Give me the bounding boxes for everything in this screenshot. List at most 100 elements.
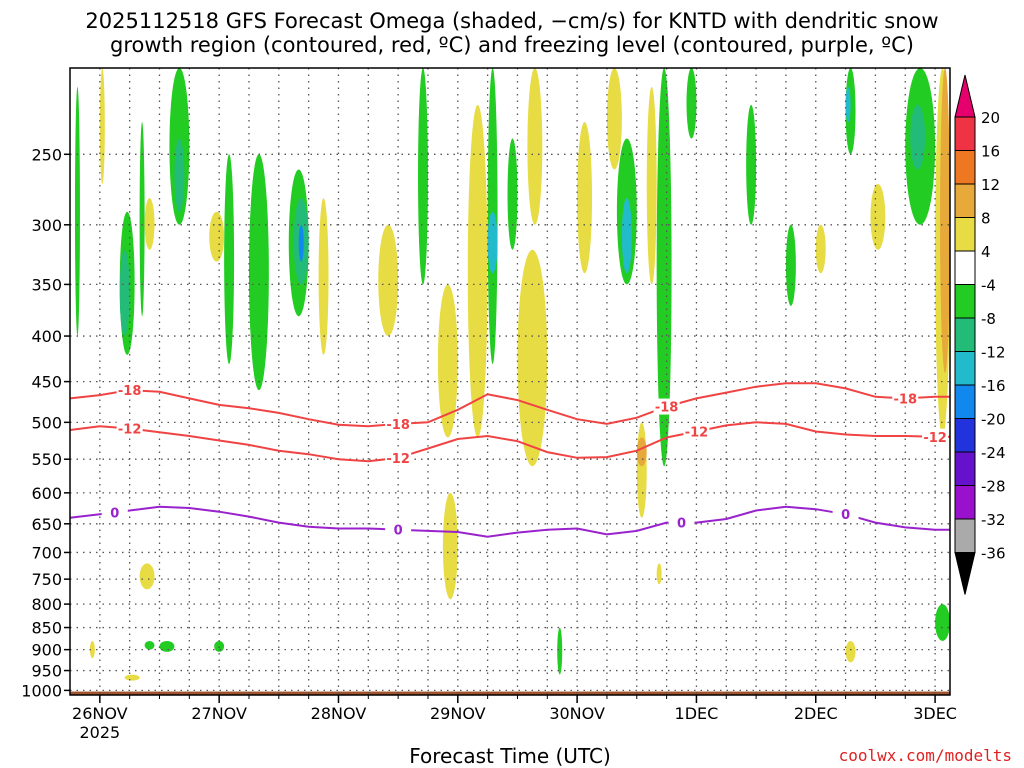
omega-cell: [209, 211, 225, 262]
omega-cell: [89, 640, 95, 659]
contour-label-bg: [668, 514, 695, 531]
omega-cell: [845, 640, 856, 663]
omega-cell: [557, 627, 563, 675]
omega-cell: [870, 184, 886, 250]
x-tick-label: 30NOV: [549, 704, 605, 723]
omega-cell: [845, 86, 851, 123]
source-credit: coolwx.com/modelts: [838, 746, 1012, 765]
y-tick-label: 600: [31, 484, 62, 503]
omega-shading-layer: [70, 67, 950, 695]
colorbar-bin: [954, 116, 976, 151]
omega-cell: [119, 249, 130, 337]
y-tick-label: 300: [31, 216, 62, 235]
omega-cell: [785, 224, 796, 306]
colorbar-bin: [954, 150, 976, 185]
y-tick-label: 950: [31, 662, 62, 681]
contour-line--12: [69, 421, 950, 463]
x-tick-label-year: 2025: [79, 723, 120, 742]
x-tick-label: 28NOV: [311, 704, 367, 723]
omega-cell: [636, 437, 647, 467]
omega-cell: [144, 640, 155, 650]
contour-label: -18: [386, 418, 410, 433]
colorbar-bottom-arrow: [954, 552, 976, 595]
contour-label: -12: [923, 431, 947, 446]
omega-cell: [656, 563, 662, 585]
omega-cell: [99, 68, 105, 185]
chart-title-line-2: growth region (contoured, red, ºC) and f…: [110, 33, 914, 57]
colorbar-bin: [954, 317, 976, 352]
contour-label-bg: [116, 382, 143, 399]
omega-cell: [224, 154, 235, 365]
omega-cell: [815, 224, 826, 274]
contour-label: -12: [118, 422, 142, 437]
y-tick-label: 450: [31, 373, 62, 392]
colorbar-bin: [954, 284, 976, 319]
colorbar-bin: [954, 384, 976, 419]
omega-cell: [940, 68, 950, 373]
colorbar-label: -32: [981, 511, 1006, 529]
omega-cell: [656, 68, 672, 467]
omega-cell: [487, 211, 498, 274]
omega-cell: [214, 640, 225, 652]
y-tick-label: 850: [31, 619, 62, 638]
contour-label: -12: [386, 452, 410, 467]
colorbar-label: 16: [981, 143, 1000, 161]
contour-label-bg: [101, 504, 128, 521]
contour-label-bg: [385, 449, 412, 466]
omega-cell: [144, 198, 155, 250]
y-tick-label: 1000: [21, 681, 62, 700]
contour-label: 0: [110, 506, 119, 521]
omega-cell: [935, 604, 950, 641]
omega-cell: [577, 122, 593, 274]
omega-cell: [298, 224, 304, 262]
y-tick-label: 500: [31, 413, 62, 432]
omega-cell: [318, 198, 329, 355]
omega-cell: [378, 224, 399, 337]
axes-layer: 250 300 350 400 450 500 550 600 650 700 750 800 850 9…: [21, 67, 957, 742]
colorbar-label: 12: [981, 176, 1000, 194]
colorbar-label: -36: [981, 545, 1006, 563]
omega-cell: [910, 104, 926, 170]
colorbar-label: -12: [981, 344, 1006, 362]
colorbar-bin: [954, 518, 976, 553]
x-tick-label: 26NOV: [72, 704, 128, 723]
omega-cell: [442, 492, 458, 600]
contour-label-bg: [832, 506, 859, 523]
omega-cell: [467, 104, 488, 438]
contour-layer: -18 -18 -18 -18 -12 -12 -12 -12 0 0 0 0: [69, 382, 950, 539]
contour-line-0: [69, 505, 950, 538]
x-axis-title: Forecast Time (UTC): [409, 744, 611, 768]
y-tick-label: 800: [31, 595, 62, 614]
y-tick-label: 250: [31, 145, 62, 164]
colorbar-label: -16: [981, 377, 1006, 395]
y-tick-label: 650: [31, 515, 62, 534]
omega-cell: [527, 68, 543, 225]
contour-label-bg: [892, 390, 919, 407]
contour-label: 0: [677, 517, 686, 532]
omega-cell: [174, 138, 185, 212]
x-tick-label: 2DEC: [794, 704, 838, 723]
omega-cell: [124, 674, 140, 681]
contour-label-bg: [683, 423, 710, 440]
colorbar-label: -20: [981, 411, 1006, 429]
omega-cell: [507, 138, 518, 250]
colorbar-label: -28: [981, 478, 1006, 496]
omega-cell: [621, 198, 632, 274]
omega-cell: [74, 86, 80, 337]
contour-label-bg: [385, 521, 412, 538]
colorbar: 20 16 12 8 4 -4 -8 -12 -16 -20 -24 -28 -32 -36: [954, 74, 1006, 595]
contour-label: -18: [118, 384, 142, 399]
omega-cell: [159, 640, 175, 652]
colorbar-bin: [954, 418, 976, 453]
y-tick-label: 400: [31, 327, 62, 346]
colorbar-bin: [954, 485, 976, 520]
omega-cell: [686, 68, 697, 139]
grid-layer: [70, 68, 950, 695]
contour-label: 0: [394, 524, 403, 539]
colorbar-top-arrow: [954, 74, 976, 118]
contour-label-bg: [653, 398, 680, 415]
omega-cell: [746, 104, 757, 225]
x-tick-label: 1DEC: [675, 704, 719, 723]
chart-title-line-1: 2025112518 GFS Forecast Omega (shaded, −…: [85, 9, 939, 33]
surface-ground: [70, 691, 950, 695]
